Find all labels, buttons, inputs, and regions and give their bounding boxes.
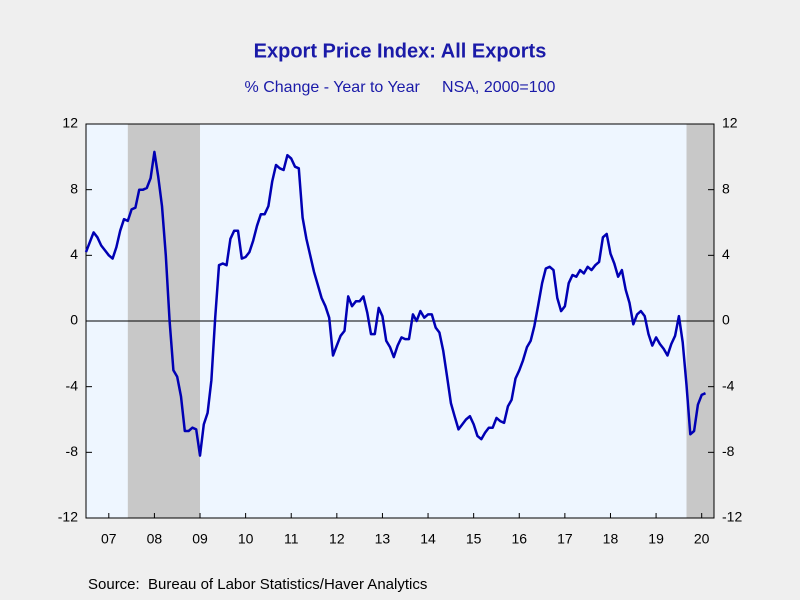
y2-tick-label: -4 — [722, 377, 735, 393]
x-tick-label: 07 — [101, 531, 117, 547]
y-tick-label: 0 — [70, 312, 78, 328]
x-tick-label: 11 — [284, 531, 299, 547]
x-tick-label: 18 — [603, 531, 619, 547]
source-note: Source: Bureau of Labor Statistics/Haver… — [88, 576, 427, 593]
y2-tick-label: 12 — [722, 115, 738, 131]
x-tick-label: 20 — [694, 531, 710, 547]
x-tick-label: 19 — [648, 531, 664, 547]
y2-tick-label: -8 — [722, 443, 735, 459]
y2-tick-label: 4 — [722, 246, 730, 262]
data-line — [84, 150, 707, 457]
y-tick-label: 4 — [70, 246, 78, 262]
x-tick-label: 13 — [375, 531, 391, 547]
y-tick-label: -4 — [66, 377, 79, 393]
y2-tick-label: 0 — [722, 312, 730, 328]
x-tick-label: 15 — [466, 531, 482, 547]
chart-subtitle: % Change - Year to Year NSA, 2000=100 — [245, 79, 556, 96]
x-tick-label: 10 — [238, 531, 254, 547]
x-tick-label: 09 — [192, 531, 208, 547]
chart-title: Export Price Index: All Exports — [254, 40, 547, 62]
x-tick-label: 16 — [511, 531, 527, 547]
y2-tick-label: -12 — [722, 509, 742, 525]
y-tick-label: 8 — [70, 180, 78, 196]
x-tick-label: 14 — [420, 531, 436, 547]
x-tick-label: 12 — [329, 531, 345, 547]
x-tick-label: 17 — [557, 531, 573, 547]
plot-frame — [85, 123, 715, 519]
y-tick-label: -8 — [66, 443, 79, 459]
y-tick-label: 12 — [62, 115, 78, 131]
x-tick-label: 08 — [147, 531, 163, 547]
y-tick-label: -12 — [58, 509, 78, 525]
y2-tick-label: 8 — [722, 180, 730, 196]
